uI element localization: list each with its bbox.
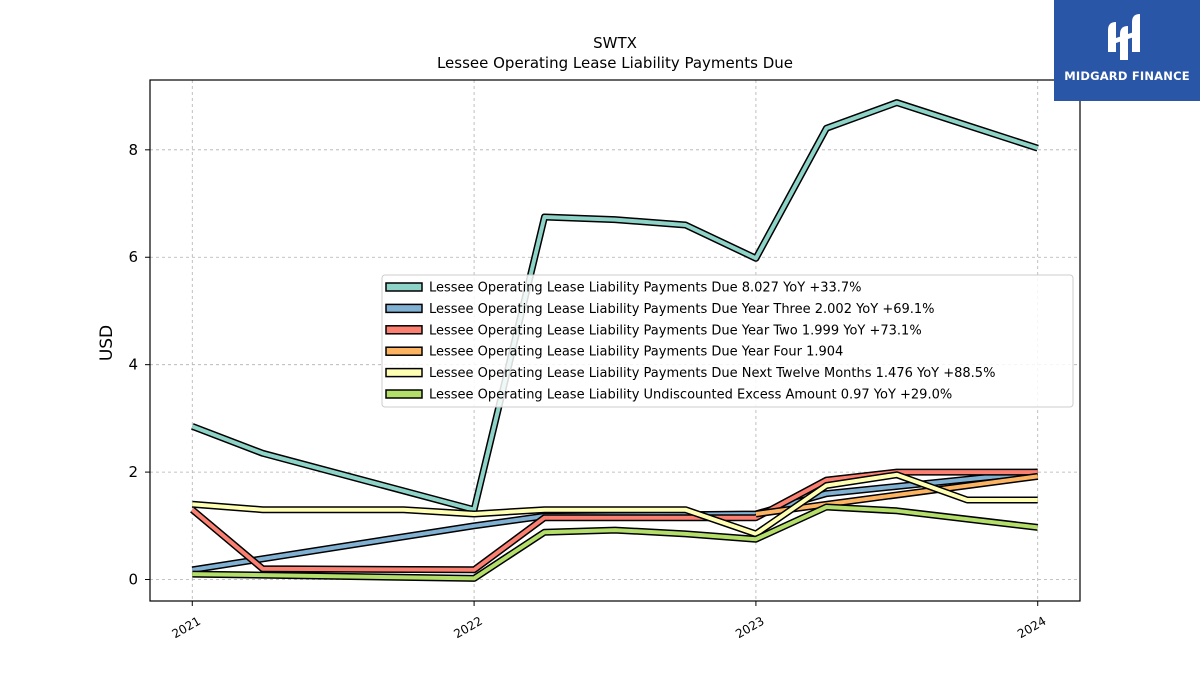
series-3-line xyxy=(191,470,1038,572)
y-tick-label: 0 xyxy=(128,571,138,589)
legend-swatch xyxy=(385,282,423,292)
legend-entry-label: Lessee Operating Lease Liability Payment… xyxy=(429,323,922,338)
series-5-line xyxy=(192,472,1038,536)
brand-name: MIDGARD FINANCE xyxy=(1064,69,1190,83)
y-tick-label: 4 xyxy=(128,356,138,374)
chart-title: SWTX xyxy=(593,34,637,52)
x-tick-label: 2024 xyxy=(1015,614,1048,641)
legend-entry-label: Lessee Operating Lease Liability Payment… xyxy=(429,345,843,360)
legend-entry-label: Lessee Operating Lease Liability Payment… xyxy=(429,366,995,381)
y-tick-label: 6 xyxy=(128,248,138,266)
legend-swatch xyxy=(385,346,423,356)
legend-box xyxy=(381,274,1074,408)
series-6-line xyxy=(192,505,1038,581)
legend-swatch xyxy=(385,389,423,399)
y-tick-label: 8 xyxy=(128,141,138,159)
y-axis-label: USD xyxy=(97,325,117,361)
y-tick-label: 2 xyxy=(128,463,138,481)
chart-subtitle: Lessee Operating Lease Liability Payment… xyxy=(437,54,793,72)
legend-swatch xyxy=(385,367,423,378)
legend: Lessee Operating Lease Liability Payment… xyxy=(381,274,1074,408)
x-tick-label: 2022 xyxy=(451,614,484,641)
legend-swatch xyxy=(385,303,423,314)
series-1-line xyxy=(191,100,1039,512)
legend-swatch xyxy=(385,325,423,335)
midgard-m-logo-icon xyxy=(1108,14,1140,60)
brand-logo: MIDGARD FINANCE xyxy=(1054,0,1200,101)
legend-entry-label: Lessee Operating Lease Liability Payment… xyxy=(429,302,935,317)
x-tick-label: 2023 xyxy=(733,614,766,641)
legend-entry-label: Lessee Operating Lease Liability Undisco… xyxy=(429,388,952,403)
x-tick-label: 2021 xyxy=(170,614,203,641)
plot-area-frame xyxy=(149,79,1081,602)
legend-entry-label: Lessee Operating Lease Liability Payment… xyxy=(429,281,862,296)
